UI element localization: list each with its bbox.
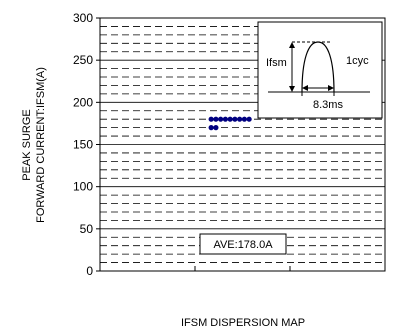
inset-cycle-label: 1cyc xyxy=(346,55,369,67)
surge-waveform-inset: Ifsm 1cyc 8.3ms xyxy=(257,21,383,119)
inset-peak-arrowhead-up xyxy=(289,42,295,48)
average-annotation: AVE:178.0A xyxy=(199,233,287,255)
major-gridlines xyxy=(100,59,385,230)
y-axis-label-line-2: FORWARD CURRENT:IFSM(A) xyxy=(35,67,47,223)
data-point xyxy=(208,116,214,122)
y-axis-label: PEAK SURGE FORWARD CURRENT:IFSM(A) xyxy=(21,67,47,223)
inset-period-arrowhead-left xyxy=(302,85,308,91)
inset-ifsm-label: Ifsm xyxy=(266,57,287,69)
inset-period-arrowhead-right xyxy=(328,85,334,91)
y-tick-label: 150 xyxy=(73,138,93,152)
data-point xyxy=(213,116,219,122)
y-tick-label: 100 xyxy=(73,180,93,194)
data-point xyxy=(218,116,224,122)
y-tick-label: 0 xyxy=(86,264,93,278)
data-point xyxy=(246,116,252,122)
data-point xyxy=(208,125,214,131)
data-point xyxy=(227,116,233,122)
inset-frame xyxy=(257,21,383,119)
inset-time-label: 8.3ms xyxy=(313,99,343,111)
y-tick-label: 200 xyxy=(73,95,93,109)
y-tick-label: 50 xyxy=(80,222,94,236)
vertical-gridlines xyxy=(194,266,291,271)
data-point xyxy=(232,116,238,122)
data-points xyxy=(208,116,252,131)
data-point xyxy=(222,116,228,122)
y-axis-ticks: 0 50 100 150 200 250 300 xyxy=(73,11,100,278)
y-tick-label: 250 xyxy=(73,53,93,67)
data-point xyxy=(213,125,219,131)
y-tick-label: 300 xyxy=(73,11,93,25)
inset-peak-arrowhead-down xyxy=(289,86,295,92)
average-label: AVE:178.0A xyxy=(213,239,273,251)
y-axis-label-line-1: PEAK SURGE xyxy=(21,109,33,181)
average-box xyxy=(199,233,287,255)
data-point xyxy=(237,116,243,122)
data-point xyxy=(241,116,247,122)
chart-caption: IFSM DISPERSION MAP xyxy=(181,317,305,329)
